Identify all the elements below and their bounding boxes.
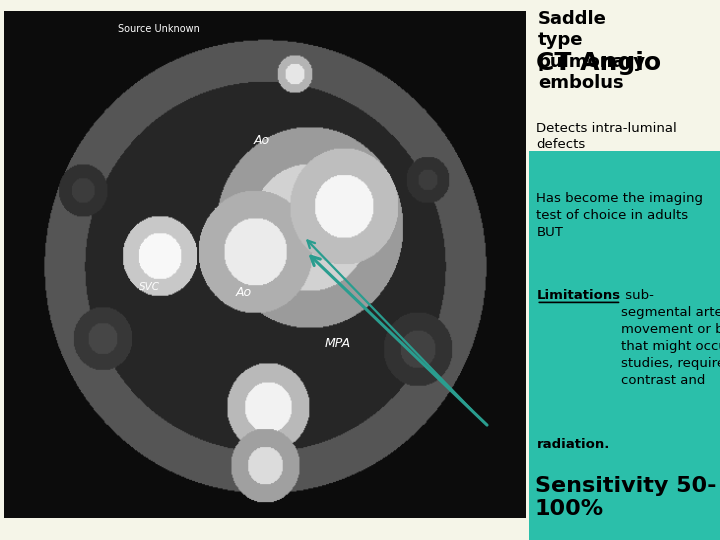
Text: Has become the imaging
test of choice in adults
BUT: Has become the imaging test of choice in…: [536, 192, 703, 239]
Text: Limitations: Limitations: [536, 289, 621, 302]
Text: Ao: Ao: [254, 134, 270, 147]
Text: CT Angio: CT Angio: [536, 51, 662, 75]
Text: sub-
segmental arteries,
movement or breathing
that might occur in peds
studies,: sub- segmental arteries, movement or bre…: [621, 289, 720, 387]
Text: SVC: SVC: [139, 282, 161, 293]
Bar: [529, 0, 720, 151]
Text: Saddle
type
pulmonary
embolus: Saddle type pulmonary embolus: [538, 10, 646, 92]
Text: Ao: Ao: [235, 286, 252, 299]
Text: Source Unknown: Source Unknown: [118, 24, 200, 34]
Text: Detects intra-luminal
defects: Detects intra-luminal defects: [536, 122, 677, 152]
Text: radiation.: radiation.: [536, 438, 610, 451]
Text: MPA: MPA: [325, 337, 351, 350]
Text: Sensitivity 50-
100%: Sensitivity 50- 100%: [535, 476, 716, 519]
Bar: [529, 46, 720, 540]
